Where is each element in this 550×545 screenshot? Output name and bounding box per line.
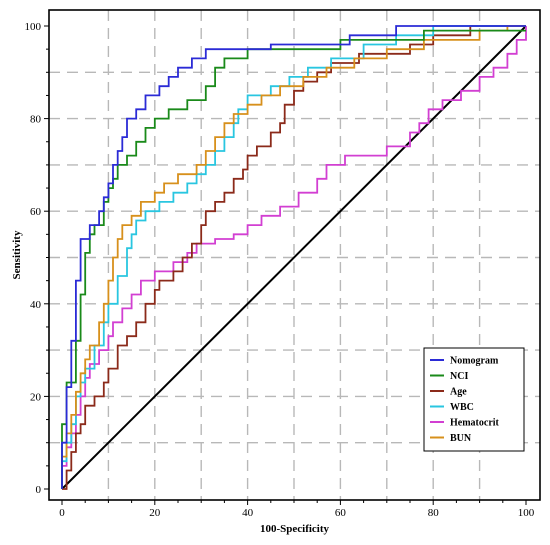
legend-label-bun: BUN <box>450 433 472 444</box>
x-tick-label: 20 <box>149 507 161 519</box>
x-tick-label: 0 <box>59 507 65 519</box>
y-tick-label: 40 <box>30 299 42 311</box>
x-axis-title: 100-Specificity <box>260 523 330 535</box>
reference-diagonal <box>61 25 527 490</box>
series-lines <box>61 25 527 490</box>
x-tick-label: 40 <box>242 507 254 519</box>
series-line-bun <box>61 25 526 489</box>
x-tick-label: 80 <box>428 507 440 519</box>
y-tick-label: 0 <box>36 484 42 496</box>
series-line-hematocrit <box>61 26 527 489</box>
y-tick-label: 100 <box>25 21 42 33</box>
y-tick-label: 20 <box>30 391 42 403</box>
y-axis-title: Sensitivity <box>11 230 23 279</box>
legend: Nomogram NCI Age WBC Hematocrit BUN <box>423 347 525 452</box>
y-tick-label: 60 <box>30 206 42 218</box>
axis-ticks: 0 20 40 60 80 100 0 20 40 60 80 100 <box>25 21 535 519</box>
series-line-age <box>62 25 526 490</box>
legend-label-nomogram: Nomogram <box>450 356 499 367</box>
series-line-nomogram <box>61 25 526 489</box>
legend-box <box>423 347 525 452</box>
x-tick-label: 60 <box>335 507 347 519</box>
legend-label-wbc: WBC <box>450 402 474 413</box>
x-tick-label: 100 <box>518 507 535 519</box>
y-tick-label: 80 <box>30 114 42 126</box>
legend-label-age: Age <box>450 387 467 398</box>
series-line-nci <box>61 29 526 489</box>
series-line-wbc <box>61 25 526 489</box>
legend-label-hematocrit: Hematocrit <box>450 418 500 429</box>
legend-label-nci: NCI <box>450 371 468 382</box>
